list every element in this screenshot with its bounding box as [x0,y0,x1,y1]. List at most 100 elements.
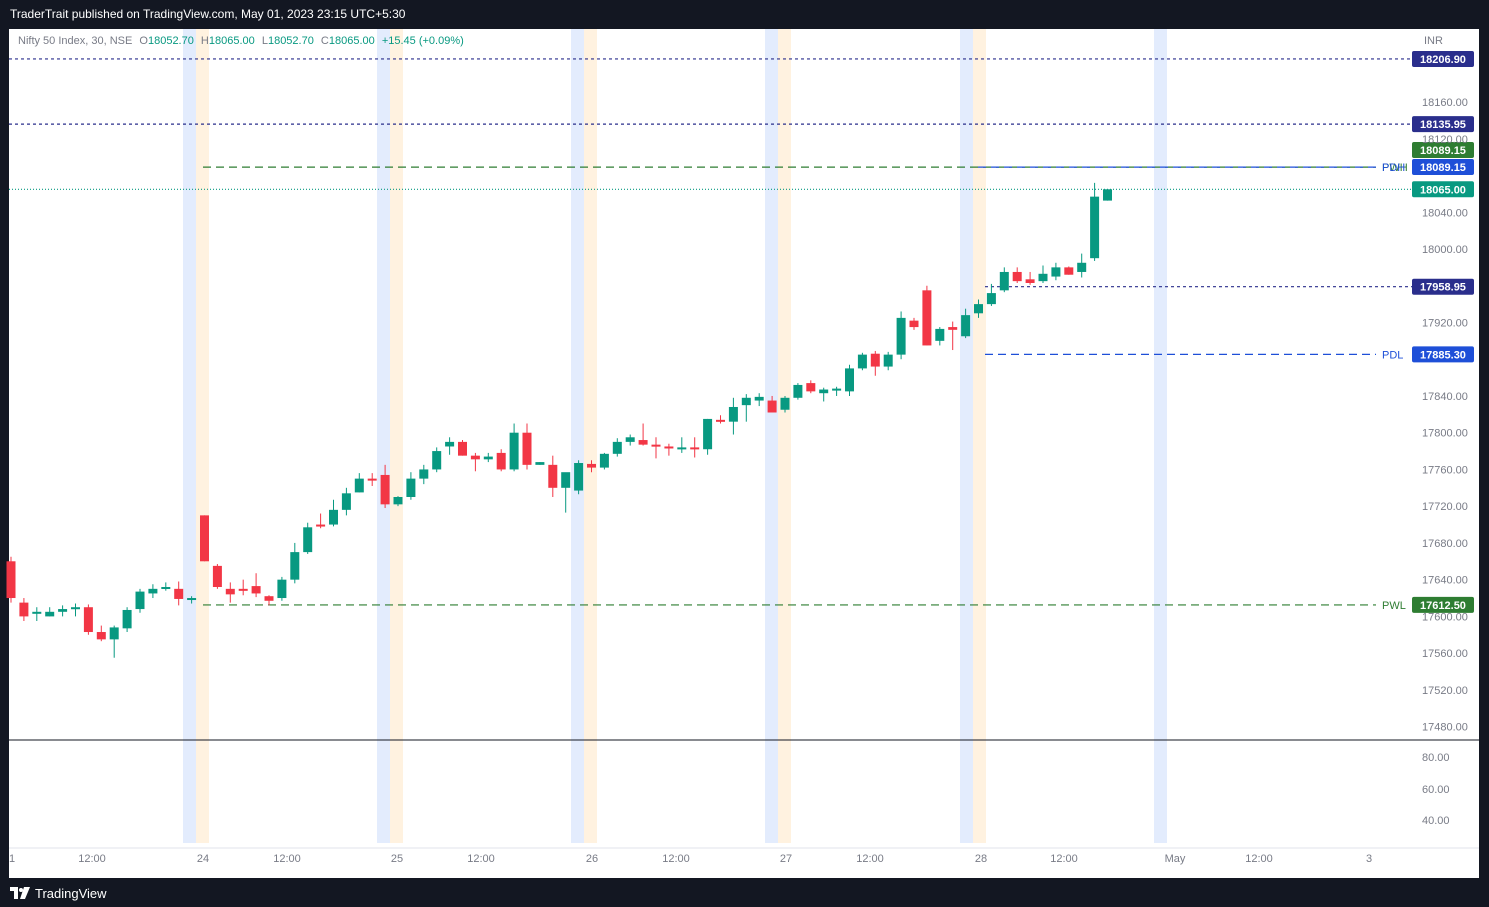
candle-body-down [367,478,377,481]
price-tick: 17640.00 [1422,575,1468,587]
candle-body-up [341,493,351,510]
session-band-open [1154,29,1167,843]
close-label: C [320,35,329,47]
candle-body-up [483,456,493,460]
candle-body-down [690,447,700,450]
candle-body-up [419,469,429,479]
candle-body-up [754,396,764,401]
price-badge-text-support-1: 17958.95 [1420,282,1466,294]
price-tick: 17480.00 [1422,722,1468,734]
time-tick: 12:00 [467,853,495,865]
open-value: 18052.70 [147,35,194,47]
currency-label: INR [1424,35,1443,47]
candle-body-down [316,524,326,527]
price-tick: 17560.00 [1422,648,1468,660]
price-tick: 18120.00 [1422,134,1468,146]
candle-body-up [741,397,751,406]
candle-body-up [303,527,313,553]
high-label: H [200,35,209,47]
candle-body-up [599,453,609,468]
candle-body-down [651,444,661,447]
level-label-pwh: PWH [1382,162,1408,174]
price-badge-text-pdl: 17885.30 [1420,349,1466,361]
session-band-close [778,29,791,843]
time-tick: 12:00 [662,853,690,865]
session-band-open [765,29,778,843]
price-badge-text-last-price: 18065.00 [1420,184,1466,196]
symbol-legend: Nifty 50 Index, 30, NSE O18052.70 H18065… [18,35,468,47]
candle-body-down [1064,267,1074,275]
candle-body-up [961,315,971,337]
candle-body-up [135,591,145,610]
candle-body-up [148,588,158,594]
candle-body-down [83,607,93,633]
candle-body-down [1012,271,1022,282]
candle-body-down [909,320,919,328]
candle-body-up [677,447,687,450]
session-band-open [183,29,196,843]
session-band-open [377,29,390,843]
price-badge-text-pwl: 17612.50 [1420,600,1466,612]
price-badge-support-1 [1412,278,1474,295]
candle-body-up [935,328,945,341]
candle-body-up [71,607,80,610]
candle-body-down [264,596,274,601]
chart-pane[interactable] [9,29,1479,878]
candle-body-up [1077,262,1087,272]
candle-body-down [19,602,29,617]
candle-body-down [806,383,816,392]
price-badge-resistance-2 [1412,116,1474,133]
candle-body-down [225,588,235,595]
candle-body-up [187,598,197,601]
candle-body-down [716,419,725,422]
oscillator-tick: 80.00 [1422,752,1450,764]
candle-body-down [200,515,209,562]
candle-body-down [522,432,532,465]
publisher-bar: TraderTrait published on TradingView.com… [0,0,1489,29]
price-tick: 17680.00 [1422,538,1468,550]
candle-body-up [277,579,287,599]
close-value: 18065.00 [328,35,375,47]
time-tick: 12:00 [856,853,884,865]
price-tick: 18000.00 [1422,244,1468,256]
candle-body-down [470,455,480,460]
session-band-close [584,29,597,843]
price-badge-text-pwh: 18089.15 [1420,145,1466,157]
candle-body-down [251,586,261,594]
time-tick: 12:00 [1050,853,1078,865]
price-tick: 18040.00 [1422,207,1468,219]
candle-body-up [45,611,55,617]
price-badge-last-price [1412,181,1474,198]
price-tick: 17760.00 [1422,464,1468,476]
symbol-label: Nifty 50 Index, 30, NSE [18,35,133,47]
candle-body-up [1103,189,1112,201]
price-tick: 17920.00 [1422,317,1468,329]
candle-body-up [999,271,1009,291]
level-label-pdl: PDL [1382,349,1403,361]
candle-body-down [6,561,16,599]
candle-body-up [780,397,790,410]
candle-body-up [535,462,545,465]
time-tick: 27 [780,853,792,865]
candle-body-down [870,353,880,367]
candle-body-up [819,389,829,394]
tradingview-logo[interactable]: TradingView [10,882,107,904]
candle-body-up [445,441,455,447]
session-band-close [196,29,209,843]
candle-body-up [857,354,867,369]
time-tick: 25 [391,853,403,865]
low-value: 18052.70 [267,35,314,47]
candle-body-down [238,588,248,591]
change-value: +15.45 (+0.09%) [381,35,464,47]
candle-body-down [174,588,184,599]
candle-body-up [612,441,622,454]
session-band-close [390,29,403,843]
candle-body-up [32,611,42,614]
high-value: 18065.00 [208,35,255,47]
publisher-line: TraderTrait published on TradingView.com… [10,7,406,21]
candle-body-down [767,400,777,413]
candle-body-up [974,304,983,314]
candle-body-down [922,290,932,346]
candle-body-down [638,440,648,445]
